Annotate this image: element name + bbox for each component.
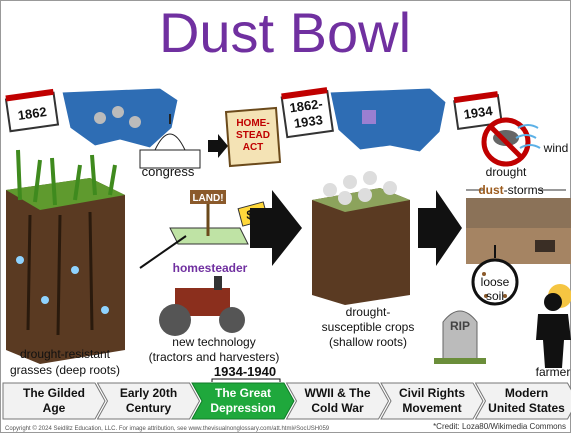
grave-label: RIP: [450, 319, 470, 333]
crops-label: drought-: [346, 305, 391, 319]
act-line: STEAD: [236, 130, 270, 141]
wind-label: wind: [543, 141, 569, 155]
act-line: HOME-: [236, 118, 269, 129]
storms-word: -storms: [504, 183, 544, 197]
era-label: The Gilded: [23, 386, 85, 400]
era-label: Modern: [505, 386, 548, 400]
farmer-label: farmer: [536, 365, 571, 379]
drought-label: drought: [486, 165, 527, 179]
crops-label: (shallow roots): [329, 335, 407, 349]
era-label: Century: [126, 401, 172, 415]
copyright: Copyright © 2024 Seidlitz Education, LLC…: [5, 425, 330, 432]
act-line: ACT: [243, 142, 264, 153]
title: Dust Bowl: [159, 1, 411, 64]
congress-label: congress: [142, 164, 195, 179]
credit: *Credit: Loza80/Wikimedia Commons: [433, 422, 566, 431]
era-label: Civil Rights: [399, 386, 465, 400]
era-label: Early 20th: [120, 386, 177, 400]
era-label: Depression: [210, 401, 275, 415]
soil-label: loose: [481, 275, 510, 289]
highlight-years: 1934-1940: [214, 364, 276, 379]
soil-label: soil: [486, 289, 504, 303]
sign-label: LAND!: [192, 193, 223, 204]
soil-block-shallow: [312, 171, 410, 305]
era-label: United States: [488, 401, 565, 415]
calendar: 1862: [5, 89, 58, 131]
era-label: Movement: [402, 401, 461, 415]
technology-label: new technology: [172, 335, 255, 349]
era-label: The Great: [215, 386, 271, 400]
era-label: WWII & The: [305, 386, 371, 400]
dust-storms-label: dust-storms: [478, 183, 543, 197]
crops-label: susceptible crops: [322, 320, 415, 334]
grasses-label: grasses (deep roots): [10, 363, 120, 377]
grasses-label: drought-resistant: [20, 347, 111, 361]
era-label: Cold War: [311, 401, 364, 415]
infographic: Dust Bowl 1862 congress HOME- STEAD ACT …: [0, 0, 571, 433]
technology-label: (tractors and harvesters): [149, 350, 280, 364]
dust-word: dust: [478, 183, 503, 197]
era-label: Age: [43, 401, 66, 415]
homesteader-label: homesteader: [173, 261, 248, 275]
